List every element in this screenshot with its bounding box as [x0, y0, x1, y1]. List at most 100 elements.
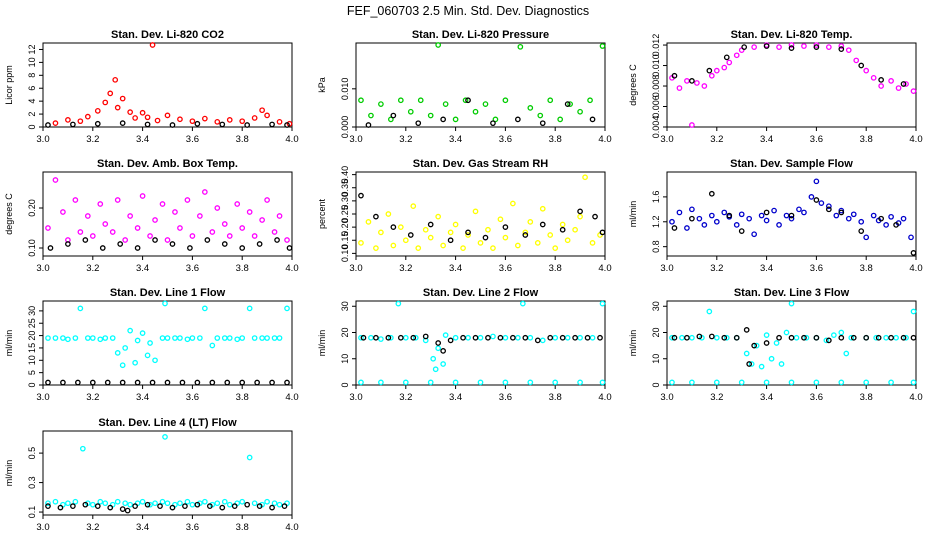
data-point: [388, 116, 394, 123]
data-point: [733, 222, 740, 228]
data-point: [893, 222, 899, 228]
data-point: [465, 334, 471, 341]
data-point: [771, 207, 777, 214]
data-point: [107, 504, 114, 511]
data-point: [239, 118, 246, 125]
data-point: [114, 498, 121, 505]
x-tick-label: 4.0: [285, 263, 298, 274]
data-point: [599, 300, 606, 307]
data-point: [671, 72, 678, 79]
data-point: [102, 500, 109, 507]
data-point: [373, 245, 379, 251]
data-point: [825, 203, 832, 210]
chart-panel-1: Stan. Dev. Li-820 CO2 Licor ppm 3.0 3.2 3.4 3…: [4, 29, 299, 145]
data-point: [214, 118, 221, 125]
y-tick-label: 0.20: [340, 218, 350, 236]
x-tick-label: 3.4: [449, 392, 462, 403]
data-point: [708, 333, 715, 340]
data-point: [162, 300, 168, 307]
y-tick-label: 10: [651, 354, 661, 364]
data-point: [748, 361, 755, 367]
data-point: [390, 112, 397, 119]
data-point: [139, 109, 146, 116]
data-point: [79, 445, 86, 452]
data-point: [134, 337, 141, 344]
x-tick-label: 3.6: [499, 263, 512, 274]
data-point: [246, 209, 253, 215]
data-point: [169, 504, 176, 511]
data-point: [435, 42, 442, 48]
data-point: [763, 209, 770, 216]
data-point: [194, 120, 201, 127]
data-point: [803, 334, 810, 341]
data-point: [482, 234, 489, 241]
data-point: [783, 329, 790, 336]
data-point: [89, 335, 96, 341]
data-point: [206, 503, 213, 510]
data-point: [462, 97, 469, 104]
data-point: [189, 233, 196, 239]
data-point: [189, 118, 196, 125]
data-point: [47, 245, 54, 251]
y-tick-label: 20: [27, 331, 37, 341]
data-point: [796, 206, 802, 213]
data-point: [559, 226, 566, 233]
data-point: [286, 245, 293, 251]
data-point: [159, 498, 166, 505]
data-point: [152, 217, 158, 223]
data-point: [281, 503, 288, 510]
y-tick-label: 0.20: [27, 199, 37, 217]
data-point: [519, 300, 526, 307]
data-point: [368, 112, 374, 119]
data-point: [808, 194, 815, 200]
data-point: [179, 379, 186, 386]
data-point: [514, 116, 521, 123]
data-point: [139, 498, 146, 505]
data-point: [883, 334, 889, 341]
data-point: [276, 335, 283, 341]
data-point: [751, 231, 758, 238]
y-tick-label: 0.010: [651, 54, 661, 77]
x-tick-label: 3.6: [810, 134, 823, 145]
data-point: [373, 334, 379, 341]
data-point: [537, 112, 544, 119]
data-point: [378, 379, 384, 386]
x-tick-label: 4.0: [909, 392, 922, 403]
series-2: [365, 97, 596, 128]
data-point: [684, 334, 690, 341]
chart-title: Stan. Dev. Line 1 Flow: [110, 287, 226, 299]
data-point: [910, 88, 917, 94]
data-point: [239, 498, 246, 505]
data-point: [75, 379, 81, 386]
y-tick-label: 15: [27, 343, 37, 353]
data-point: [679, 334, 685, 341]
data-point: [713, 334, 720, 341]
data-point: [801, 43, 807, 49]
data-point: [119, 362, 126, 369]
data-point: [793, 334, 800, 341]
data-point: [442, 101, 449, 107]
data-point: [534, 337, 541, 344]
data-point: [514, 242, 521, 249]
y-tick-label: 0.000: [340, 116, 350, 139]
data-point: [850, 334, 857, 341]
data-point: [276, 501, 283, 508]
data-point: [77, 305, 84, 312]
data-point: [465, 229, 471, 236]
data-point: [472, 108, 479, 115]
x-tick-label: 3.4: [136, 134, 149, 145]
data-point: [763, 332, 770, 338]
data-point: [743, 350, 750, 357]
data-point: [669, 379, 675, 386]
data-point: [132, 503, 138, 510]
data-point: [114, 197, 121, 203]
data-point: [746, 215, 753, 222]
series-2: [45, 501, 288, 514]
data-point: [70, 503, 76, 510]
data-point: [452, 334, 459, 341]
data-point: [378, 336, 384, 342]
y-tick-label: 0.012: [651, 34, 661, 57]
data-point: [713, 379, 720, 386]
x-tick-label: 4.0: [598, 134, 611, 145]
data-point: [838, 334, 845, 341]
